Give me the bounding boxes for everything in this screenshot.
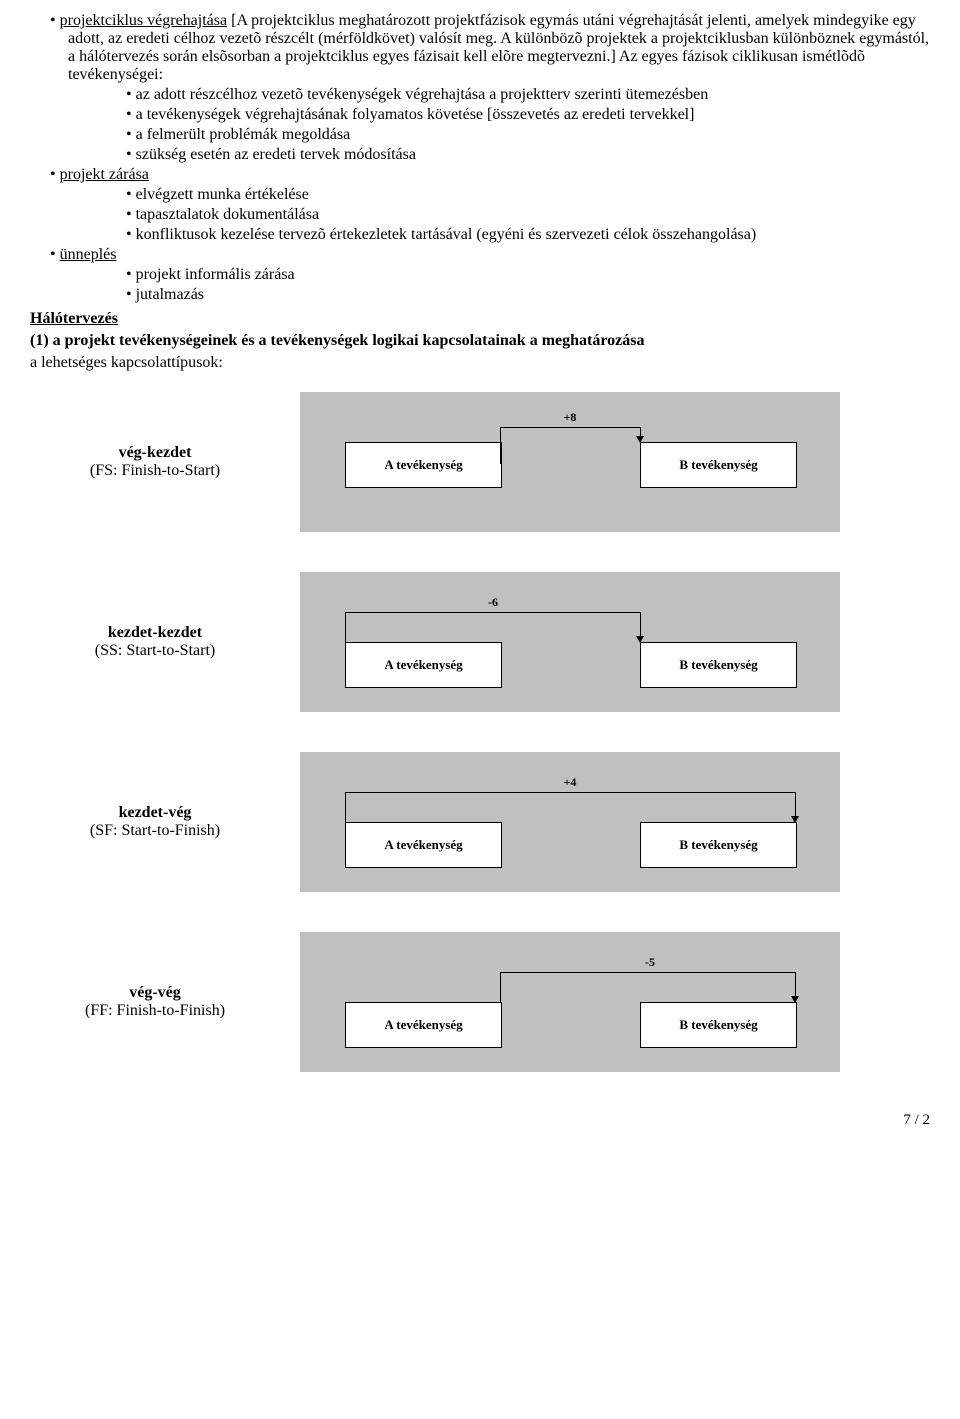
ff-en: (FF: Finish-to-Finish) xyxy=(30,1002,280,1020)
li-resz-1: az adott részcélhoz vezetõ tevékenységek… xyxy=(68,86,930,104)
sf-box-a: A tevékenység xyxy=(345,822,502,868)
li-z-2: tapasztalatok dokumentálása xyxy=(68,206,930,224)
li-resz-2: a tevékenységek végrehajtásának folyamat… xyxy=(68,106,930,124)
numbered-heading: (1) a projekt tevékenységeinek és a tevé… xyxy=(30,332,930,350)
fs-conn-h xyxy=(500,427,640,428)
row-ff: vég-vég (FF: Finish-to-Finish) A tevéken… xyxy=(30,932,930,1072)
page-number: 7 / 2 xyxy=(30,1112,930,1129)
ff-name: vég-vég xyxy=(30,984,280,1002)
row-ss: kezdet-kezdet (SS: Start-to-Start) A tev… xyxy=(30,572,930,712)
li-z-1: elvégzett munka értékelése xyxy=(68,186,930,204)
sf-en: (SF: Start-to-Finish) xyxy=(30,822,280,840)
sf-lag: +4 xyxy=(555,775,585,790)
row-fs: vég-kezdet (FS: Finish-to-Start) A tevék… xyxy=(30,392,930,532)
li-projektciklus-title: projektciklus végrehajtása xyxy=(60,12,228,29)
section-heading: Hálótervezés xyxy=(30,310,930,328)
ff-arrow xyxy=(791,996,799,1003)
diagram-ss: A tevékenység B tevékenység -6 xyxy=(300,572,840,712)
ss-lag: -6 xyxy=(478,595,508,610)
label-ss: kezdet-kezdet (SS: Start-to-Start) xyxy=(30,624,300,660)
label-ff: vég-vég (FF: Finish-to-Finish) xyxy=(30,984,300,1020)
diagram-fs: A tevékenység B tevékenység +8 xyxy=(300,392,840,532)
li-u-2: jutalmazás xyxy=(68,286,930,304)
ss-en: (SS: Start-to-Start) xyxy=(30,642,280,660)
ff-box-a: A tevékenység xyxy=(345,1002,502,1048)
fs-en: (FS: Finish-to-Start) xyxy=(30,462,280,480)
li-projektciklus: projektciklus végrehajtása [A projektcik… xyxy=(30,12,930,164)
diagram-sf: A tevékenység B tevékenység +4 xyxy=(300,752,840,892)
sf-box-b: B tevékenység xyxy=(640,822,797,868)
ss-box-a: A tevékenység xyxy=(345,642,502,688)
li-z-3: konfliktusok kezelése tervezõ értekezlet… xyxy=(68,226,930,244)
fs-lag: +8 xyxy=(555,410,585,425)
sf-arrow xyxy=(791,816,799,823)
fs-name: vég-kezdet xyxy=(30,444,280,462)
diagram-ff: A tevékenység B tevékenység -5 xyxy=(300,932,840,1072)
sf-conn-v1 xyxy=(345,792,346,822)
ss-name: kezdet-kezdet xyxy=(30,624,280,642)
sf-conn-v2 xyxy=(795,792,796,818)
li-resz-3: a felmerült problémák megoldása xyxy=(68,126,930,144)
ff-lag: -5 xyxy=(635,955,665,970)
row-sf: kezdet-vég (SF: Start-to-Finish) A tevék… xyxy=(30,752,930,892)
ss-conn-v2 xyxy=(640,612,641,638)
sf-name: kezdet-vég xyxy=(30,804,280,822)
li-projekt-zarasa-label: projekt zárása xyxy=(60,166,149,183)
ss-conn-v1 xyxy=(345,612,346,642)
ff-conn-v2 xyxy=(795,972,796,998)
ff-conn-h xyxy=(500,972,795,973)
sf-conn-h xyxy=(345,792,795,793)
li-resz-4: szükség esetén az eredeti tervek módosít… xyxy=(68,146,930,164)
fs-arrow xyxy=(636,436,644,443)
fs-box-a: A tevékenység xyxy=(345,442,502,488)
ff-conn-v1 xyxy=(500,972,501,1002)
subtext: a lehetséges kapcsolattípusok: xyxy=(30,354,930,372)
li-unnepl: ünneplés projekt informális zárása jutal… xyxy=(30,246,930,304)
ss-box-b: B tevékenység xyxy=(640,642,797,688)
bullet-list: projektciklus végrehajtása [A projektcik… xyxy=(30,12,930,304)
li-u-1: projekt informális zárása xyxy=(68,266,930,284)
fs-conn-v1 xyxy=(500,427,501,464)
ss-arrow xyxy=(636,636,644,643)
ss-conn-h xyxy=(345,612,640,613)
label-sf: kezdet-vég (SF: Start-to-Finish) xyxy=(30,804,300,840)
ff-box-b: B tevékenység xyxy=(640,1002,797,1048)
label-fs: vég-kezdet (FS: Finish-to-Start) xyxy=(30,444,300,480)
fs-box-b: B tevékenység xyxy=(640,442,797,488)
li-projekt-zarasa: projekt zárása elvégzett munka értékelés… xyxy=(30,166,930,244)
li-unnepl-label: ünneplés xyxy=(60,246,117,263)
